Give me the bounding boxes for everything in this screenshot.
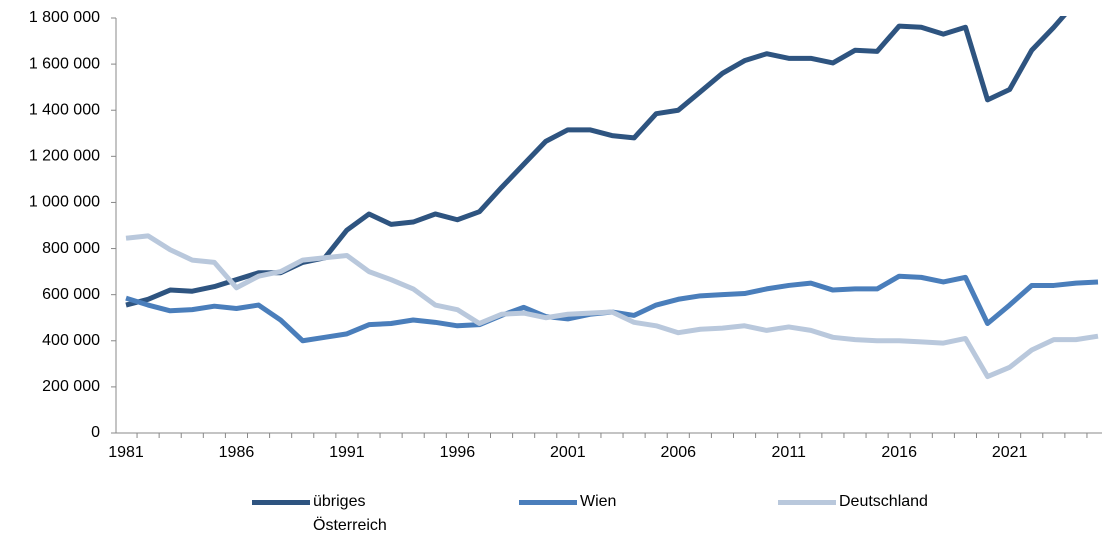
legend-label: übriges Österreich — [313, 493, 387, 534]
y-tick-label: 600 000 — [42, 286, 100, 303]
legend-label: Wien — [580, 493, 617, 510]
x-tick-label: 1991 — [329, 444, 365, 461]
x-tick-label: 2006 — [660, 444, 696, 461]
legend-swatch — [519, 500, 577, 505]
y-tick-label: 200 000 — [42, 378, 100, 395]
y-tick-label: 1 800 000 — [29, 9, 100, 26]
y-tick-label: 1 000 000 — [29, 194, 100, 211]
series-line — [125, 273, 1099, 344]
y-tick-label: 0 — [91, 424, 100, 441]
y-tick-label: 400 000 — [42, 332, 100, 349]
plot: 0 200 000 400 000 600 000 800 000 1 000 000 1 … — [29, 9, 1102, 461]
legend-item: übriges Österreich — [252, 490, 403, 538]
y-tick-label: 800 000 — [42, 240, 100, 257]
legend-swatch — [252, 500, 310, 505]
x-tick-label: 2001 — [550, 444, 586, 461]
series-line — [125, 16, 1067, 308]
y-tick-label: 1 200 000 — [29, 148, 100, 165]
legend-label: Deutschland — [839, 493, 928, 510]
x-tick-label: 1981 — [108, 444, 144, 461]
x-tick-label: 2021 — [992, 444, 1028, 461]
series-line — [125, 233, 1099, 380]
y-tick-label: 1 600 000 — [29, 55, 100, 72]
x-tick-label: 1996 — [440, 444, 476, 461]
legend-item: Deutschland — [778, 490, 929, 514]
legend-item: Wien — [519, 490, 670, 514]
y-tick-label: 1 400 000 — [29, 101, 100, 118]
x-tick-label: 2016 — [881, 444, 917, 461]
legend-swatch — [778, 500, 836, 505]
lines — [125, 16, 1099, 380]
x-tick-label: 1986 — [219, 444, 255, 461]
x-tick-label: 2011 — [772, 444, 807, 461]
